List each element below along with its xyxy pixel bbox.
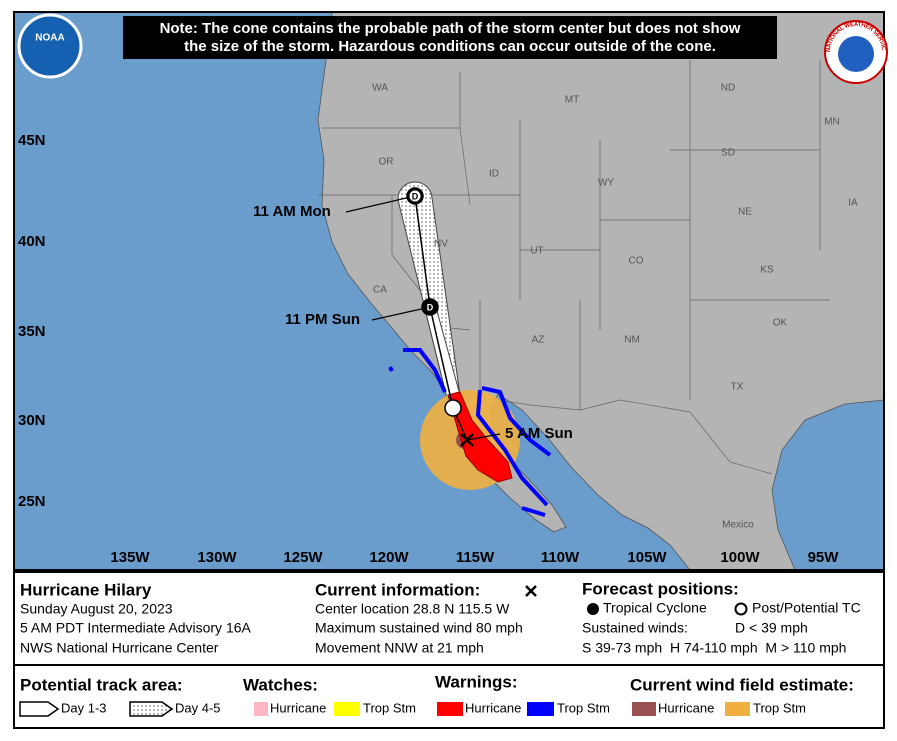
latitude-label: 45N [18, 132, 46, 149]
longitude-label: 100W [720, 549, 760, 566]
legend-item: Hurricane [270, 700, 326, 715]
tc-icon [587, 603, 599, 615]
region-label: TX [731, 382, 744, 393]
legend-item: Hurricane [465, 700, 521, 715]
latitude-label: 25N [18, 493, 46, 510]
forecast-post: Post/Potential TC [752, 600, 861, 616]
region-label: MN [824, 117, 840, 128]
region-label: OK [773, 318, 788, 329]
storm-name: Hurricane Hilary [20, 580, 152, 599]
region-label: UT [530, 246, 543, 257]
current-title: Current information: [315, 580, 480, 599]
latitude-label: 30N [18, 412, 46, 429]
region-label: CA [373, 285, 387, 296]
swatch [725, 702, 750, 716]
day13-icon [19, 701, 60, 717]
forecast-symbol: S [450, 403, 456, 413]
forecast-title: Forecast positions: [582, 579, 739, 598]
forecast-label: 11 PM Sun [285, 311, 360, 328]
legend-title: Watches: [243, 675, 318, 694]
legend-item: Hurricane [658, 700, 714, 715]
nws-logo-inner [838, 36, 874, 72]
map: D 11 AM Mon D 11 PM Sun S 5 AM Sun 45N 40N 35N 3… [14, 12, 884, 570]
leader-line [466, 433, 501, 441]
legend-item: Trop Stm [753, 700, 806, 715]
swatch [334, 702, 360, 716]
hurricane-warning [447, 391, 513, 483]
legend-item: Trop Stm [363, 700, 416, 715]
ptc-icon [734, 602, 748, 616]
longitude-label: 110W [541, 549, 580, 566]
forecast-point-inner [423, 300, 437, 314]
legend-title: Warnings: [435, 672, 517, 691]
region-label: WY [598, 178, 614, 189]
region-label: OR [379, 157, 394, 168]
storm-line: Sunday August 20, 2023 [20, 601, 173, 617]
forecast-d: D < 39 mph [735, 620, 808, 636]
legend-title: Current wind field estimate: [630, 675, 854, 694]
current-line: Center location 28.8 N 115.5 W [315, 601, 510, 617]
note-line: the size of the storm. Hazardous conditi… [184, 38, 716, 55]
legend-title: Potential track area: [20, 675, 183, 694]
noaa-logo [17, 13, 83, 79]
longitude-label: 115W [456, 549, 495, 566]
forecast-point-inner [408, 189, 422, 203]
forecast-label: 11 AM Mon [253, 203, 331, 220]
region-label: NV [434, 239, 448, 250]
current-icon [525, 585, 537, 597]
map-frame [13, 11, 885, 571]
forecast-tropical: Tropical Cyclone [603, 600, 707, 616]
day45-icon [129, 701, 174, 717]
ts-warning [388, 348, 552, 517]
longitude-label: 135W [110, 549, 150, 566]
forecast-symbol: D [427, 302, 434, 312]
swatch [437, 702, 463, 716]
forecast-point [444, 399, 462, 417]
region-label: Mexico [722, 520, 754, 531]
legend-item: Trop Stm [557, 700, 610, 715]
storm-line: NWS National Hurricane Center [20, 640, 219, 656]
forecast-scale: S 39-73 mph H 74-110 mph M > 110 mph [582, 640, 846, 656]
region-label: AZ [532, 335, 545, 346]
forecast-sustained: Sustained winds: [582, 620, 688, 636]
leader-line [345, 195, 416, 213]
region-label: IA [848, 198, 858, 209]
region-label: KS [760, 265, 774, 276]
longitude-label: 125W [283, 549, 323, 566]
legend-item: Day 1-3 [61, 700, 107, 715]
note-box [123, 16, 777, 59]
forecast-symbol: D [412, 191, 419, 201]
current-line: Movement NNW at 21 mph [315, 640, 484, 656]
region-label: MT [565, 95, 579, 106]
legend-item: Day 4-5 [175, 700, 221, 715]
region-label: NM [624, 335, 640, 346]
longitude-label: 95W [808, 549, 840, 566]
swatch [254, 702, 268, 716]
forecast-label: 5 AM Sun [505, 425, 573, 442]
latitude-label: 35N [18, 323, 46, 340]
region-label: CO [629, 256, 644, 267]
storm-line: 5 AM PDT Intermediate Advisory 16A [20, 620, 252, 636]
swatch [527, 702, 554, 716]
longitude-label: 120W [369, 549, 409, 566]
current-line: Maximum sustained wind 80 mph [315, 620, 523, 636]
region-label: WA [372, 83, 388, 94]
region-label: ID [489, 169, 499, 180]
longitude-label: 130W [197, 549, 237, 566]
region-label: ND [721, 83, 735, 94]
note-line: Note: The cone contains the probable pat… [160, 20, 741, 37]
region-label: SD [721, 148, 735, 159]
latitude-label: 40N [18, 233, 46, 250]
leader-line [371, 306, 431, 321]
track [414, 195, 468, 441]
swatch [632, 702, 656, 716]
noaa-text: NOAA [35, 33, 64, 44]
longitude-label: 105W [627, 549, 667, 566]
region-label: NE [738, 207, 752, 218]
